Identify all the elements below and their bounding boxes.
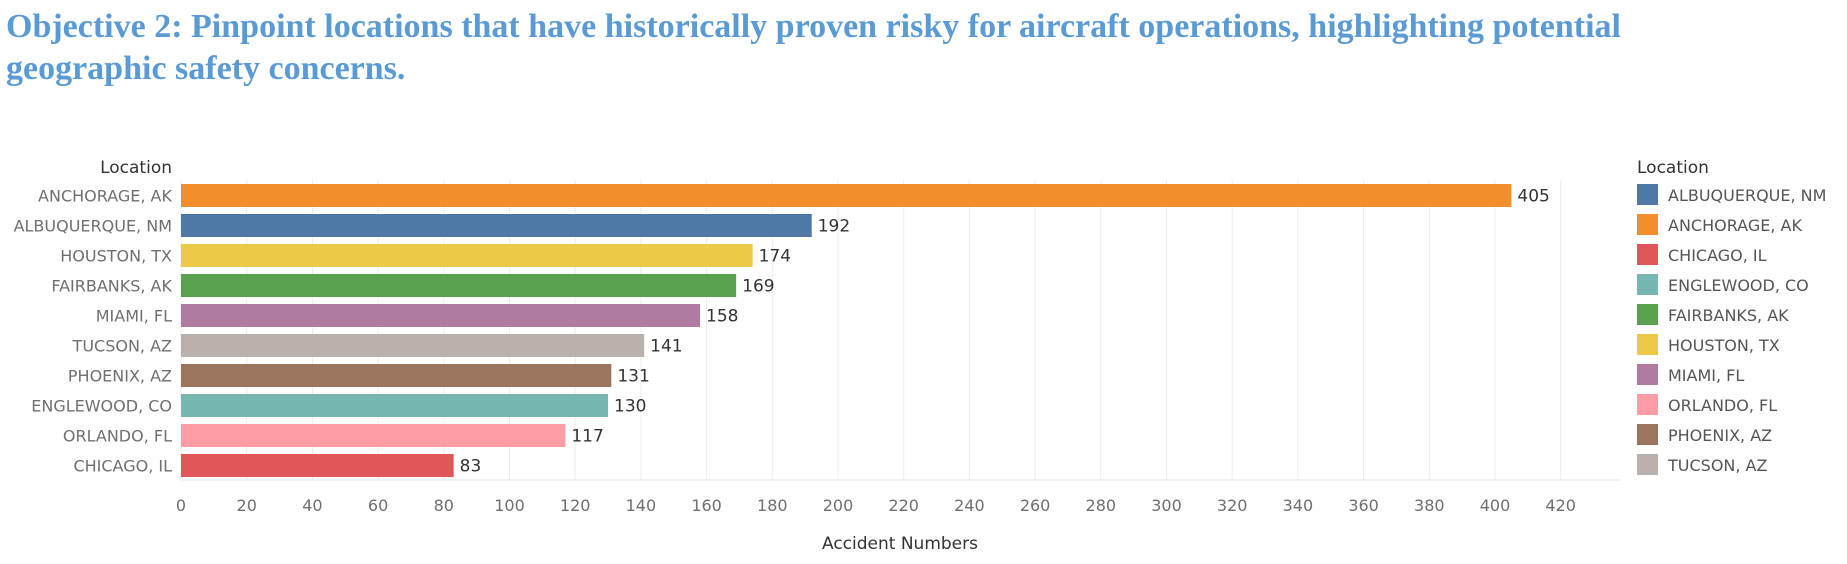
category-label: PHOENIX, AZ — [68, 367, 172, 386]
x-tick-label: 60 — [368, 496, 388, 515]
value-label: 131 — [617, 367, 649, 387]
legend-swatch — [1637, 424, 1658, 445]
x-tick-label: 300 — [1151, 496, 1182, 515]
bar — [181, 214, 812, 237]
value-label: 117 — [571, 427, 603, 447]
legend-label: ANCHORAGE, AK — [1668, 216, 1802, 235]
x-tick-label: 220 — [888, 496, 919, 515]
legend-label: TUCSON, AZ — [1667, 456, 1767, 475]
value-label: 405 — [1517, 187, 1549, 207]
category-label: CHICAGO, IL — [73, 457, 172, 476]
x-tick-label: 200 — [823, 496, 854, 515]
x-tick-label: 420 — [1545, 496, 1576, 515]
legend-label: CHICAGO, IL — [1668, 246, 1767, 265]
value-label: 83 — [460, 457, 482, 477]
category-label: ORLANDO, FL — [63, 427, 172, 446]
bar — [181, 304, 701, 327]
x-tick-label: 280 — [1086, 496, 1117, 515]
legend-label: FAIRBANKS, AK — [1668, 306, 1789, 325]
legend-label: PHOENIX, AZ — [1668, 426, 1772, 445]
category-label: TUCSON, AZ — [72, 337, 172, 356]
value-label: 174 — [759, 247, 791, 267]
legend-swatch — [1637, 184, 1658, 205]
x-tick-label: 340 — [1283, 496, 1314, 515]
x-tick-label: 120 — [560, 496, 591, 515]
legend-swatch — [1637, 274, 1658, 295]
legend: ALBUQUERQUE, NM ANCHORAGE, AK CHICAGO, IL E… — [1637, 184, 1826, 475]
bar — [181, 394, 609, 417]
x-tick-label: 260 — [1020, 496, 1051, 515]
value-label: 130 — [614, 397, 646, 417]
value-label: 158 — [706, 307, 738, 327]
x-tick-label: 380 — [1414, 496, 1445, 515]
legend-label: ORLANDO, FL — [1668, 396, 1777, 415]
category-label: HOUSTON, TX — [60, 247, 172, 266]
legend-label: ALBUQUERQUE, NM — [1668, 186, 1826, 205]
x-axis-ticks: 0 20 40 60 80 100 120 140 160 180 200 220 240 260 280 3… — [176, 496, 1576, 515]
x-tick-label: 140 — [626, 496, 657, 515]
x-tick-label: 360 — [1348, 496, 1379, 515]
legend-swatch — [1637, 304, 1658, 325]
category-label: ANCHORAGE, AK — [38, 187, 172, 206]
x-tick-label: 100 — [494, 496, 525, 515]
legend-label: MIAMI, FL — [1668, 366, 1744, 385]
legend-title: Location — [1637, 158, 1709, 178]
bar — [181, 454, 454, 477]
x-tick-label: 80 — [434, 496, 454, 515]
legend-swatch — [1637, 454, 1658, 475]
bar — [181, 244, 753, 267]
legend-swatch — [1637, 334, 1658, 355]
x-tick-label: 40 — [302, 496, 322, 515]
legend-swatch — [1637, 394, 1658, 415]
bar — [181, 424, 566, 447]
x-axis-title: Accident Numbers — [822, 534, 978, 554]
x-tick-label: 20 — [237, 496, 257, 515]
category-labels: ANCHORAGE, AK ALBUQUERQUE, NM HOUSTON, TX F… — [14, 187, 173, 476]
legend-swatch — [1637, 364, 1658, 385]
bar — [181, 364, 612, 387]
legend-swatch — [1637, 214, 1658, 235]
bar — [181, 184, 1512, 207]
value-label: 192 — [818, 217, 850, 237]
x-tick-label: 180 — [757, 496, 788, 515]
category-label: ENGLEWOOD, CO — [31, 397, 172, 416]
x-tick-label: 320 — [1217, 496, 1248, 515]
value-label: 169 — [742, 277, 774, 297]
bar — [181, 334, 645, 357]
x-tick-label: 400 — [1480, 496, 1511, 515]
category-label: FAIRBANKS, AK — [51, 277, 172, 296]
y-axis-title: Location — [100, 158, 172, 178]
legend-label: ENGLEWOOD, CO — [1668, 276, 1809, 295]
category-label: MIAMI, FL — [96, 307, 172, 326]
category-label: ALBUQUERQUE, NM — [14, 217, 172, 236]
bar — [181, 274, 737, 297]
x-tick-label: 160 — [691, 496, 722, 515]
legend-label: HOUSTON, TX — [1668, 336, 1780, 355]
chart-title: Objective 2: Pinpoint locations that hav… — [6, 8, 1621, 87]
legend-swatch — [1637, 244, 1658, 265]
x-tick-label: 240 — [954, 496, 985, 515]
value-label: 141 — [650, 337, 682, 357]
x-tick-label: 0 — [176, 496, 186, 515]
